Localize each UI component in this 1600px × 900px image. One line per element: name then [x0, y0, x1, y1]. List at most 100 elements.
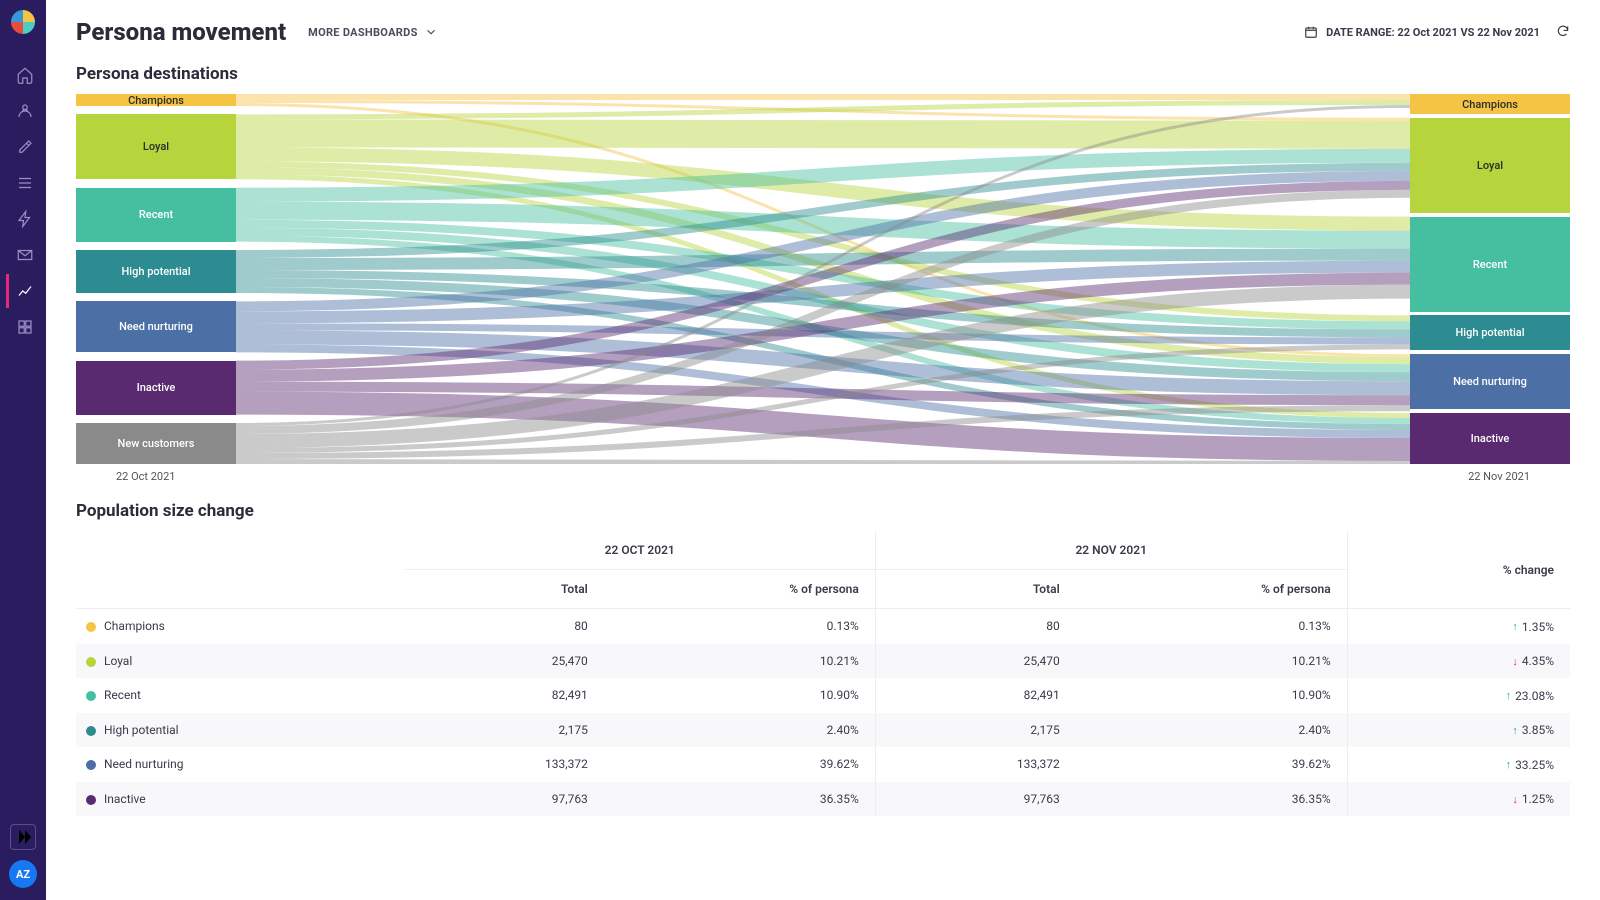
cell-change: ↑3.85%	[1347, 713, 1570, 748]
persona-swatch	[86, 795, 96, 805]
sankey-date-left: 22 Oct 2021	[116, 470, 175, 483]
table-row: High potential2,1752.40%2,1752.40%↑3.85%	[76, 713, 1570, 748]
table-row: Inactive97,76336.35%97,76336.35%↓1.25%	[76, 782, 1570, 817]
sankey-right-node-inactive[interactable]: Inactive	[1410, 413, 1570, 464]
sankey-left-node-champions[interactable]: Champions	[76, 94, 236, 106]
persona-swatch	[86, 760, 96, 770]
user-avatar[interactable]: AZ	[9, 860, 37, 888]
date-range-label: DATE RANGE: 22 Oct 2021 VS 22 Nov 2021	[1326, 26, 1540, 39]
page-title: Persona movement	[76, 18, 286, 46]
sankey-right-node-recent[interactable]: Recent	[1410, 217, 1570, 312]
cell-pct-2: 10.21%	[1076, 644, 1347, 679]
persona-swatch	[86, 726, 96, 736]
persona-label: Champions	[104, 619, 165, 633]
cell-pct-1: 10.90%	[604, 678, 875, 713]
arrow-up-icon: ↑	[1512, 724, 1518, 737]
nav-chart-icon[interactable]	[6, 274, 40, 308]
col-pct-persona-2: % of persona	[1076, 570, 1347, 609]
app-logo	[11, 10, 35, 34]
date-range-picker[interactable]: DATE RANGE: 22 Oct 2021 VS 22 Nov 2021	[1304, 25, 1540, 39]
sankey-left-node-need_nurturing[interactable]: Need nurturing	[76, 301, 236, 352]
table-row: Loyal25,47010.21%25,47010.21%↓4.35%	[76, 644, 1570, 679]
col-group-date2: 22 NOV 2021	[875, 531, 1347, 570]
cell-total-1: 80	[405, 609, 604, 644]
col-total-1: Total	[405, 570, 604, 609]
sankey-left-node-recent[interactable]: Recent	[76, 188, 236, 242]
persona-swatch	[86, 657, 96, 667]
refresh-icon	[1556, 24, 1570, 38]
refresh-button[interactable]	[1556, 23, 1570, 42]
cell-pct-1: 10.21%	[604, 644, 875, 679]
col-group-date1: 22 OCT 2021	[405, 531, 876, 570]
population-title: Population size change	[76, 501, 1570, 521]
more-dashboards-dropdown[interactable]: MORE DASHBOARDS	[308, 25, 438, 39]
cell-pct-2: 36.35%	[1076, 782, 1347, 817]
arrow-up-icon: ↑	[1506, 689, 1512, 702]
chevron-down-icon	[424, 25, 438, 39]
cell-total-1: 82,491	[405, 678, 604, 713]
cell-pct-1: 39.62%	[604, 747, 875, 782]
arrow-up-icon: ↑	[1506, 758, 1512, 771]
nav-users-icon[interactable]	[6, 94, 40, 128]
sankey-right-node-high_potential[interactable]: High potential	[1410, 315, 1570, 350]
arrow-up-icon: ↑	[1512, 620, 1518, 633]
cell-pct-2: 0.13%	[1076, 609, 1347, 644]
sankey-left-node-high_potential[interactable]: High potential	[76, 250, 236, 293]
sankey-axis-dates: 22 Oct 2021 22 Nov 2021	[76, 464, 1570, 483]
calendar-icon	[1304, 25, 1318, 39]
cell-total-2: 82,491	[875, 678, 1075, 713]
col-pct-persona-1: % of persona	[604, 570, 875, 609]
cell-total-2: 2,175	[875, 713, 1075, 748]
cell-change: ↑1.35%	[1347, 609, 1570, 644]
more-dashboards-label: MORE DASHBOARDS	[308, 26, 418, 39]
col-pct-change: % change	[1347, 531, 1570, 609]
expand-sidebar-button[interactable]	[10, 824, 36, 850]
sankey-right-node-need_nurturing[interactable]: Need nurturing	[1410, 354, 1570, 409]
table-row: Recent82,49110.90%82,49110.90%↑23.08%	[76, 678, 1570, 713]
cell-pct-1: 2.40%	[604, 713, 875, 748]
cell-total-1: 97,763	[405, 782, 604, 817]
cell-total-2: 80	[875, 609, 1075, 644]
nav-tools-icon[interactable]	[6, 130, 40, 164]
cell-pct-2: 39.62%	[1076, 747, 1347, 782]
nav-home-icon[interactable]	[6, 58, 40, 92]
cell-total-2: 97,763	[875, 782, 1075, 817]
cell-total-2: 133,372	[875, 747, 1075, 782]
nav-lightning-icon[interactable]	[6, 202, 40, 236]
main-content: Persona movement MORE DASHBOARDS DATE RA…	[46, 0, 1600, 900]
destinations-title: Persona destinations	[76, 64, 1570, 84]
cell-total-1: 25,470	[405, 644, 604, 679]
nav-mail-icon[interactable]	[6, 238, 40, 272]
cell-change: ↑23.08%	[1347, 678, 1570, 713]
sankey-left-node-loyal[interactable]: Loyal	[76, 114, 236, 179]
cell-pct-1: 0.13%	[604, 609, 875, 644]
persona-swatch	[86, 691, 96, 701]
sankey-chart: ChampionsLoyalRecentHigh potentialNeed n…	[76, 94, 1570, 464]
cell-total-1: 133,372	[405, 747, 604, 782]
sankey-left-node-inactive[interactable]: Inactive	[76, 361, 236, 415]
page-header: Persona movement MORE DASHBOARDS DATE RA…	[76, 18, 1570, 46]
cell-change: ↑33.25%	[1347, 747, 1570, 782]
sankey-left-node-new_customers[interactable]: New customers	[76, 423, 236, 464]
table-row: Champions800.13%800.13%↑1.35%	[76, 609, 1570, 644]
persona-swatch	[86, 622, 96, 632]
sankey-right-node-champions[interactable]: Champions	[1410, 94, 1570, 114]
cell-pct-2: 10.90%	[1076, 678, 1347, 713]
cell-pct-1: 36.35%	[604, 782, 875, 817]
nav-list-icon[interactable]	[6, 166, 40, 200]
persona-label: High potential	[104, 723, 179, 737]
table-row: Need nurturing133,37239.62%133,37239.62%…	[76, 747, 1570, 782]
cell-total-2: 25,470	[875, 644, 1075, 679]
side-nav: AZ	[0, 0, 46, 900]
sankey-svg	[76, 94, 1570, 464]
sankey-right-node-loyal[interactable]: Loyal	[1410, 118, 1570, 213]
persona-label: Recent	[104, 688, 141, 702]
cell-pct-2: 2.40%	[1076, 713, 1347, 748]
cell-change: ↓1.25%	[1347, 782, 1570, 817]
persona-label: Inactive	[104, 792, 146, 806]
population-table: 22 OCT 2021 22 NOV 2021 % change Total %…	[76, 531, 1570, 816]
arrow-down-icon: ↓	[1512, 655, 1518, 668]
cell-total-1: 2,175	[405, 713, 604, 748]
nav-grid-icon[interactable]	[6, 310, 40, 344]
cell-change: ↓4.35%	[1347, 644, 1570, 679]
